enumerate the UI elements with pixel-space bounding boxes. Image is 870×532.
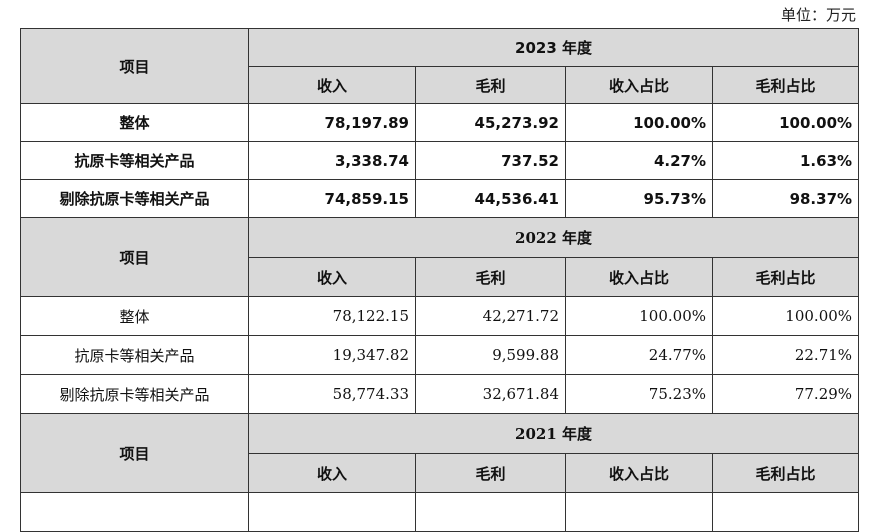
revenue-gross-profit-table: 项目 2023 年度 收入 毛利 收入占比 毛利占比 整体 78,197.89 45,273…	[20, 28, 860, 532]
row-item: 整体	[20, 296, 249, 336]
cell-gross-profit: 42,271.72	[415, 296, 566, 336]
cell-gross-profit-share: 98.37%	[711, 179, 860, 218]
cell-gross-profit: 45,273.92	[415, 103, 566, 142]
col-revenue: 收入	[248, 453, 416, 493]
col-gross-profit: 毛利	[415, 453, 566, 493]
col-revenue-share: 收入占比	[565, 66, 713, 104]
cell-revenue: 78,197.89	[248, 103, 416, 142]
row-item: 抗原卡等相关产品	[20, 335, 249, 375]
year-header: 2023 年度	[247, 28, 860, 67]
col-gross-profit-share: 毛利占比	[711, 453, 860, 493]
col-gross-profit-share: 毛利占比	[711, 257, 860, 297]
table-row: 剔除抗原卡等相关产品 58,774.33 32,671.84 75.23% 77.29%	[20, 374, 860, 414]
table-row: 整体 78,122.15 42,271.72 100.00% 100.00%	[20, 296, 860, 336]
cell-gross-profit-share: 100.00%	[711, 103, 860, 142]
row-item: 抗原卡等相关产品	[20, 141, 249, 180]
unit-label: 单位：万元	[780, 6, 856, 24]
cell-revenue-share: 100.00%	[565, 296, 713, 336]
row-item: 剔除抗原卡等相关产品	[20, 179, 249, 218]
table-row: 抗原卡等相关产品 19,347.82 9,599.88 24.77% 22.71%	[20, 335, 860, 375]
cell-revenue: 19,347.82	[248, 335, 416, 375]
year-header: 2021 年度	[247, 413, 860, 454]
table-row: 抗原卡等相关产品 3,338.74 737.52 4.27% 1.63%	[20, 141, 860, 180]
cell-gross-profit-share: 22.71%	[711, 335, 860, 375]
section-2023: 项目 2023 年度 收入 毛利 收入占比 毛利占比 整体 78,197.89 45,273…	[20, 28, 860, 218]
cell-revenue: 58,774.33	[248, 374, 416, 414]
cell-gross-profit-share: 100.00%	[711, 296, 860, 336]
col-gross-profit: 毛利	[415, 257, 566, 297]
section-2021: 项目 2021 年度 收入 毛利 收入占比 毛利占比	[20, 413, 860, 532]
row-item: 剔除抗原卡等相关产品	[20, 374, 249, 414]
cell-revenue-share: 24.77%	[565, 335, 713, 375]
table-row: 剔除抗原卡等相关产品 74,859.15 44,536.41 95.73% 98.37%	[20, 179, 860, 218]
cell-revenue-share: 75.23%	[565, 374, 713, 414]
cell-revenue: 3,338.74	[248, 141, 416, 180]
cell-gross-profit-share: 77.29%	[711, 374, 860, 414]
cell-gross-profit: 32,671.84	[415, 374, 566, 414]
cell-revenue-share: 100.00%	[565, 103, 713, 142]
item-header: 项目	[20, 413, 249, 493]
col-revenue: 收入	[248, 257, 416, 297]
cell-revenue: 74,859.15	[248, 179, 416, 218]
cell-gross-profit: 44,536.41	[415, 179, 566, 218]
row-item: 整体	[20, 103, 249, 142]
cell-gross-profit: 9,599.88	[415, 335, 566, 375]
col-revenue: 收入	[248, 66, 416, 104]
col-revenue-share: 收入占比	[565, 257, 713, 297]
cell-gross-profit-share: 1.63%	[711, 141, 860, 180]
cell-gross-profit: 737.52	[415, 141, 566, 180]
cell-revenue: 78,122.15	[248, 296, 416, 336]
section-2022: 项目 2022 年度 收入 毛利 收入占比 毛利占比 整体 78,122.15 42,271…	[20, 217, 860, 414]
col-revenue-share: 收入占比	[565, 453, 713, 493]
item-header: 项目	[20, 28, 249, 104]
cell-revenue-share: 95.73%	[565, 179, 713, 218]
col-gross-profit-share: 毛利占比	[711, 66, 860, 104]
col-gross-profit: 毛利	[415, 66, 566, 104]
table-row: 整体 78,197.89 45,273.92 100.00% 100.00%	[20, 103, 860, 142]
item-header: 项目	[20, 217, 249, 297]
year-header: 2022 年度	[247, 217, 860, 258]
cell-revenue-share: 4.27%	[565, 141, 713, 180]
